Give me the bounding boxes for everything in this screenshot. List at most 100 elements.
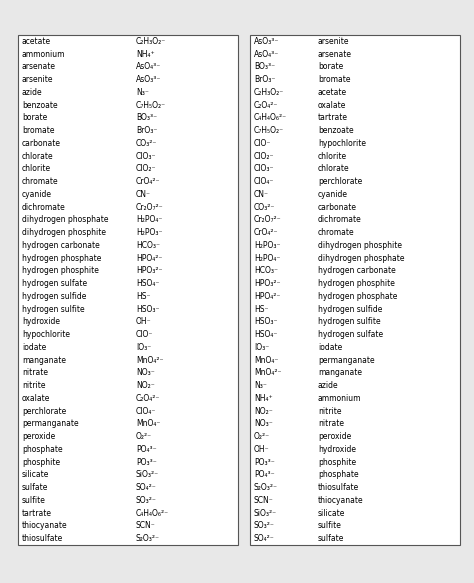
Text: silicate: silicate: [22, 470, 49, 479]
Text: BO₃³⁻: BO₃³⁻: [136, 113, 157, 122]
Text: C₄H₄O₆²⁻: C₄H₄O₆²⁻: [254, 113, 287, 122]
Text: NH₄⁺: NH₄⁺: [254, 394, 273, 403]
Text: HCO₃⁻: HCO₃⁻: [136, 241, 160, 250]
Text: arsenate: arsenate: [22, 62, 56, 71]
Text: H₂PO₄⁻: H₂PO₄⁻: [254, 254, 281, 262]
Text: peroxide: peroxide: [22, 432, 55, 441]
Text: ClO₂⁻: ClO₂⁻: [136, 164, 156, 173]
Text: phosphite: phosphite: [22, 458, 60, 466]
Text: ClO⁻: ClO⁻: [254, 139, 272, 148]
Text: O₂²⁻: O₂²⁻: [254, 432, 270, 441]
Text: nitrite: nitrite: [22, 381, 46, 390]
Text: HPO₄²⁻: HPO₄²⁻: [254, 292, 281, 301]
Text: HCO₃⁻: HCO₃⁻: [254, 266, 278, 275]
Text: BO₃³⁻: BO₃³⁻: [254, 62, 275, 71]
Text: hypochlorite: hypochlorite: [22, 330, 70, 339]
Text: thiocyanate: thiocyanate: [22, 521, 68, 531]
Text: iodate: iodate: [318, 343, 342, 352]
Text: NO₃⁻: NO₃⁻: [136, 368, 155, 377]
Text: sulfate: sulfate: [22, 483, 48, 492]
Text: chromate: chromate: [22, 177, 59, 186]
Text: C₇H₅O₂⁻: C₇H₅O₂⁻: [136, 101, 166, 110]
Text: bromate: bromate: [22, 126, 55, 135]
Text: perchlorate: perchlorate: [318, 177, 362, 186]
Text: manganate: manganate: [22, 356, 66, 364]
Text: PO₄³⁻: PO₄³⁻: [254, 470, 274, 479]
Text: O₂²⁻: O₂²⁻: [136, 432, 152, 441]
Text: sulfate: sulfate: [318, 534, 345, 543]
Text: hydrogen sulfide: hydrogen sulfide: [22, 292, 86, 301]
Text: dihydrogen phosphate: dihydrogen phosphate: [22, 215, 109, 224]
Text: iodate: iodate: [22, 343, 46, 352]
Text: PO₃³⁻: PO₃³⁻: [136, 458, 157, 466]
Text: ammonium: ammonium: [22, 50, 65, 59]
Text: HPO₄²⁻: HPO₄²⁻: [136, 254, 163, 262]
Text: hydroxide: hydroxide: [318, 445, 356, 454]
Text: AsO₄³⁻: AsO₄³⁻: [254, 50, 279, 59]
Text: chromate: chromate: [318, 228, 355, 237]
Text: HSO₄⁻: HSO₄⁻: [136, 279, 159, 288]
Text: chlorate: chlorate: [22, 152, 54, 161]
Text: MnO₄⁻: MnO₄⁻: [136, 419, 160, 429]
Text: SO₃²⁻: SO₃²⁻: [254, 521, 275, 531]
Text: C₂H₃O₂⁻: C₂H₃O₂⁻: [136, 37, 166, 46]
Text: thiosulfate: thiosulfate: [22, 534, 63, 543]
Text: hydrogen carbonate: hydrogen carbonate: [22, 241, 100, 250]
Text: nitrate: nitrate: [22, 368, 48, 377]
Text: SiO₃²⁻: SiO₃²⁻: [136, 470, 159, 479]
Text: HSO₃⁻: HSO₃⁻: [136, 305, 159, 314]
Text: N₃⁻: N₃⁻: [136, 88, 149, 97]
Text: ClO₄⁻: ClO₄⁻: [136, 406, 156, 416]
Text: phosphate: phosphate: [22, 445, 63, 454]
Text: MnO₄⁻: MnO₄⁻: [254, 356, 278, 364]
Text: chlorite: chlorite: [22, 164, 51, 173]
Text: hydrogen phosphate: hydrogen phosphate: [318, 292, 397, 301]
Text: silicate: silicate: [318, 508, 346, 518]
Text: azide: azide: [318, 381, 338, 390]
Text: manganate: manganate: [318, 368, 362, 377]
Text: tartrate: tartrate: [318, 113, 348, 122]
Text: hypochlorite: hypochlorite: [318, 139, 366, 148]
Text: AsO₄³⁻: AsO₄³⁻: [136, 62, 161, 71]
Text: MnO₄²⁻: MnO₄²⁻: [254, 368, 282, 377]
Text: SO₄²⁻: SO₄²⁻: [254, 534, 275, 543]
Text: cyanide: cyanide: [22, 190, 52, 199]
Text: S₂O₃²⁻: S₂O₃²⁻: [136, 534, 160, 543]
Text: dichromate: dichromate: [318, 215, 362, 224]
Text: phosphate: phosphate: [318, 470, 359, 479]
Text: phosphite: phosphite: [318, 458, 356, 466]
Text: OH⁻: OH⁻: [254, 445, 270, 454]
Text: NH₄⁺: NH₄⁺: [136, 50, 155, 59]
Text: AsO₃³⁻: AsO₃³⁻: [254, 37, 279, 46]
Bar: [250, 35, 460, 545]
Text: permanganate: permanganate: [22, 419, 79, 429]
Text: BrO₃⁻: BrO₃⁻: [136, 126, 157, 135]
Text: HSO₃⁻: HSO₃⁻: [254, 317, 277, 326]
Text: dichromate: dichromate: [22, 203, 66, 212]
Text: ClO₃⁻: ClO₃⁻: [254, 164, 274, 173]
Text: BrO₃⁻: BrO₃⁻: [254, 75, 275, 84]
Text: oxalate: oxalate: [318, 101, 346, 110]
Text: borate: borate: [22, 113, 47, 122]
Text: hydrogen sulfite: hydrogen sulfite: [318, 317, 381, 326]
Text: NO₂⁻: NO₂⁻: [136, 381, 155, 390]
Text: C₂O₄²⁻: C₂O₄²⁻: [136, 394, 160, 403]
Text: benzoate: benzoate: [318, 126, 354, 135]
Text: acetate: acetate: [318, 88, 347, 97]
Text: SO₃²⁻: SO₃²⁻: [136, 496, 157, 505]
Text: ClO₃⁻: ClO₃⁻: [136, 152, 156, 161]
Text: Cr₂O₇²⁻: Cr₂O₇²⁻: [254, 215, 282, 224]
Text: H₂PO₃⁻: H₂PO₃⁻: [136, 228, 163, 237]
Text: nitrite: nitrite: [318, 406, 341, 416]
Text: C₂O₄²⁻: C₂O₄²⁻: [254, 101, 278, 110]
Text: azide: azide: [22, 88, 43, 97]
Text: chlorite: chlorite: [318, 152, 347, 161]
Text: dihydrogen phosphite: dihydrogen phosphite: [318, 241, 402, 250]
Text: cyanide: cyanide: [318, 190, 348, 199]
Text: acetate: acetate: [22, 37, 51, 46]
Text: benzoate: benzoate: [22, 101, 58, 110]
Text: bromate: bromate: [318, 75, 350, 84]
Text: CO₃²⁻: CO₃²⁻: [254, 203, 275, 212]
Text: HS⁻: HS⁻: [136, 292, 151, 301]
Text: ClO⁻: ClO⁻: [136, 330, 154, 339]
